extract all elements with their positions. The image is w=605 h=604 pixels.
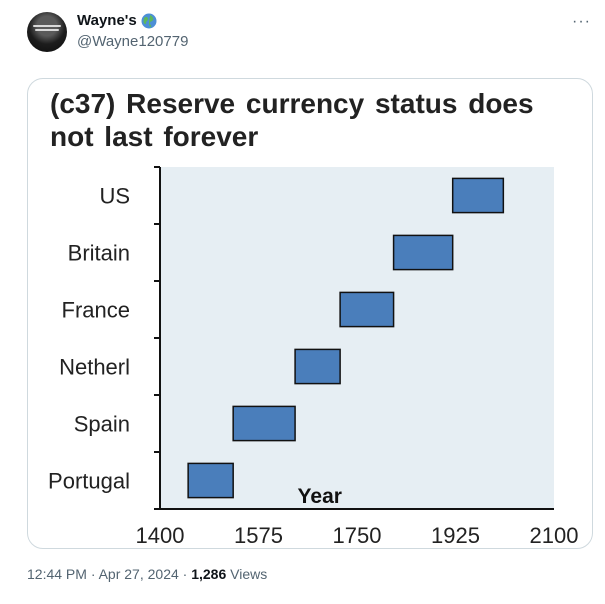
y-tick-label-portugal: Portugal <box>48 469 130 494</box>
y-tick-label-netherl: Netherl <box>59 355 130 380</box>
chart-title: (c37) Reserve currency status does not l… <box>50 88 534 152</box>
x-tick-label: 1750 <box>333 523 382 548</box>
y-tick-label-spain: Spain <box>74 412 130 437</box>
y-tick-label-britain: Britain <box>68 241 130 266</box>
views-label: Views <box>226 566 268 582</box>
x-tick-label: 2100 <box>530 523 579 548</box>
globe-icon <box>141 13 157 28</box>
y-tick-label-france: France <box>62 298 130 323</box>
timestamp[interactable]: 12:44 PM · Apr 27, 2024 · <box>27 566 192 582</box>
author-row: Wayne's <box>77 12 157 29</box>
bar-spain <box>232 405 296 442</box>
tweet-footer: 12:44 PM · Apr 27, 2024 · 1,286 Views <box>27 566 267 582</box>
tweet-media-chart[interactable]: (c37) Reserve currency status does not l… <box>27 78 593 549</box>
author-handle[interactable]: @Wayne120779 <box>77 33 189 50</box>
bar-us <box>451 177 505 214</box>
plot-area <box>160 167 554 509</box>
x-axis-label: Year <box>298 485 342 508</box>
bar-france <box>339 291 395 328</box>
more-horizontal-icon[interactable]: ··· <box>572 13 591 30</box>
x-tick-label: 1400 <box>136 523 185 548</box>
x-tick-label: 1575 <box>234 523 283 548</box>
views-count: 1,286 <box>191 566 227 582</box>
bar-britain <box>392 234 454 271</box>
display-name[interactable]: Wayne's <box>77 12 137 29</box>
chart: US Britain France Netherl Spain Portugal 1400 1… <box>48 166 579 548</box>
bar-portugal <box>187 462 234 499</box>
bar-netherl <box>294 348 341 385</box>
x-tick-label: 1925 <box>431 523 480 548</box>
avatar[interactable] <box>27 12 67 52</box>
y-tick-label-us: US <box>99 184 130 209</box>
